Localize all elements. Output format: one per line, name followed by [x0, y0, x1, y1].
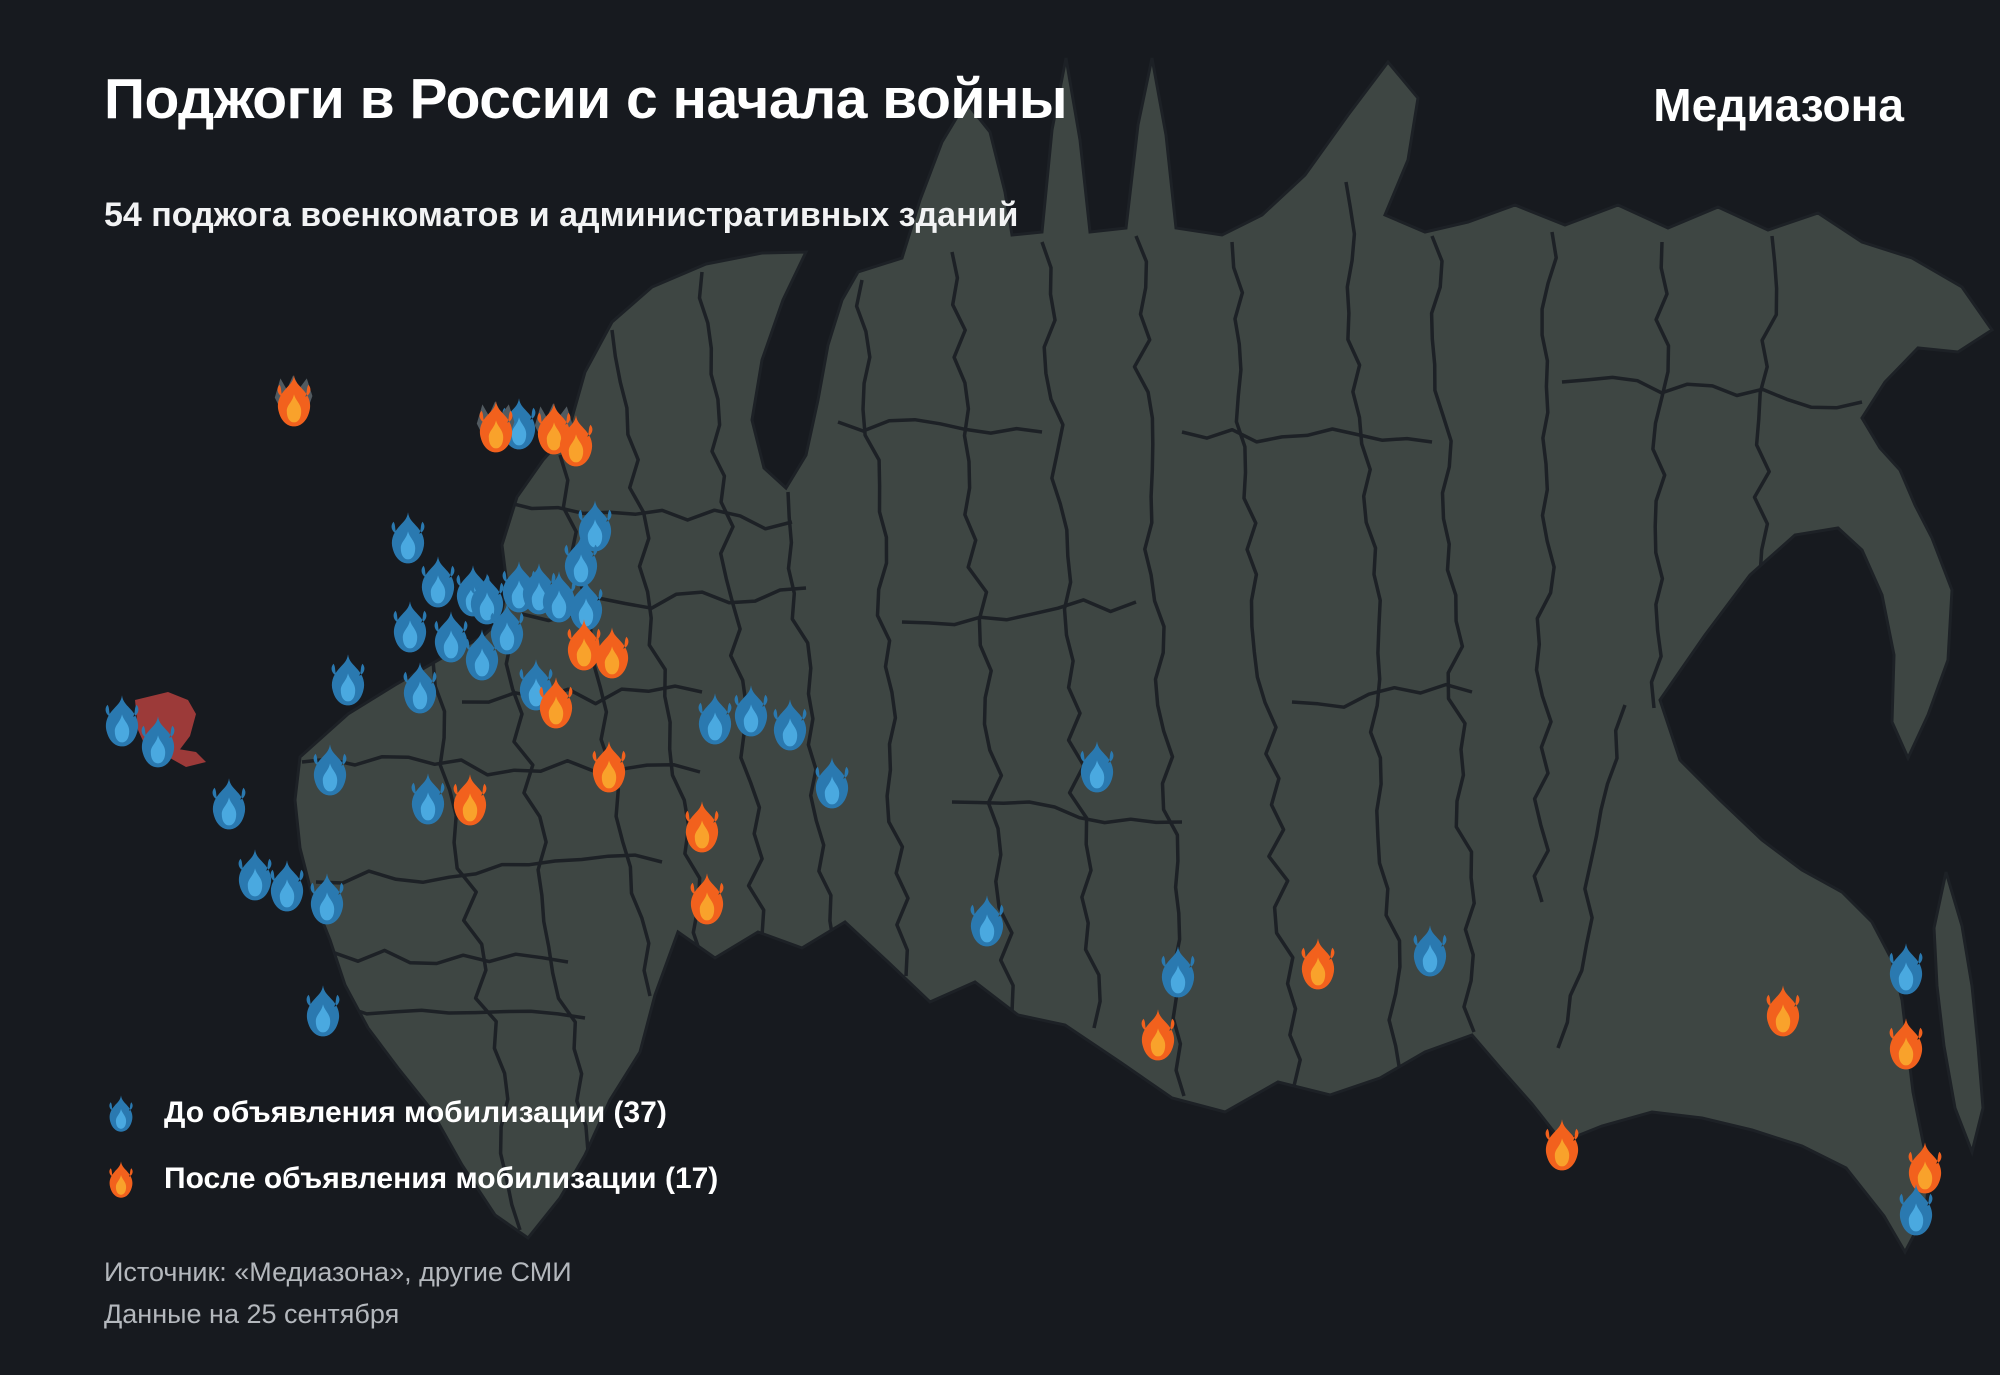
legend-label-before: До объявления мобилизации (37) [164, 1096, 667, 1129]
sakhalin-island-shape [1932, 871, 1985, 1157]
mediazona-logo: Медиазона [1653, 79, 1904, 131]
legend-item-before-mobilization: До объявления мобилизации (37) [104, 1092, 718, 1134]
legend-item-after-mobilization: После объявления мобилизации (17) [104, 1158, 718, 1200]
legend-label-after: После объявления мобилизации (17) [164, 1162, 719, 1195]
legend: До объявления мобилизации (37) После объ… [104, 1092, 718, 1224]
mainland-shape [293, 57, 1995, 1256]
page-title: Поджоги в России с начала войны [104, 67, 1068, 131]
page-subtitle: 54 поджога военкоматов и административны… [104, 196, 1019, 234]
orange-flame-icon [107, 1161, 135, 1198]
data-date-line: Данные на 25 сентября [104, 1298, 400, 1329]
source-line: Источник: «Медиазона», другие СМИ [104, 1257, 572, 1287]
russia-landmass [293, 57, 1995, 1256]
blue-flame-icon [107, 1095, 135, 1132]
source-note: Источник: «Медиазона», другие СМИ Данные… [104, 1252, 572, 1336]
